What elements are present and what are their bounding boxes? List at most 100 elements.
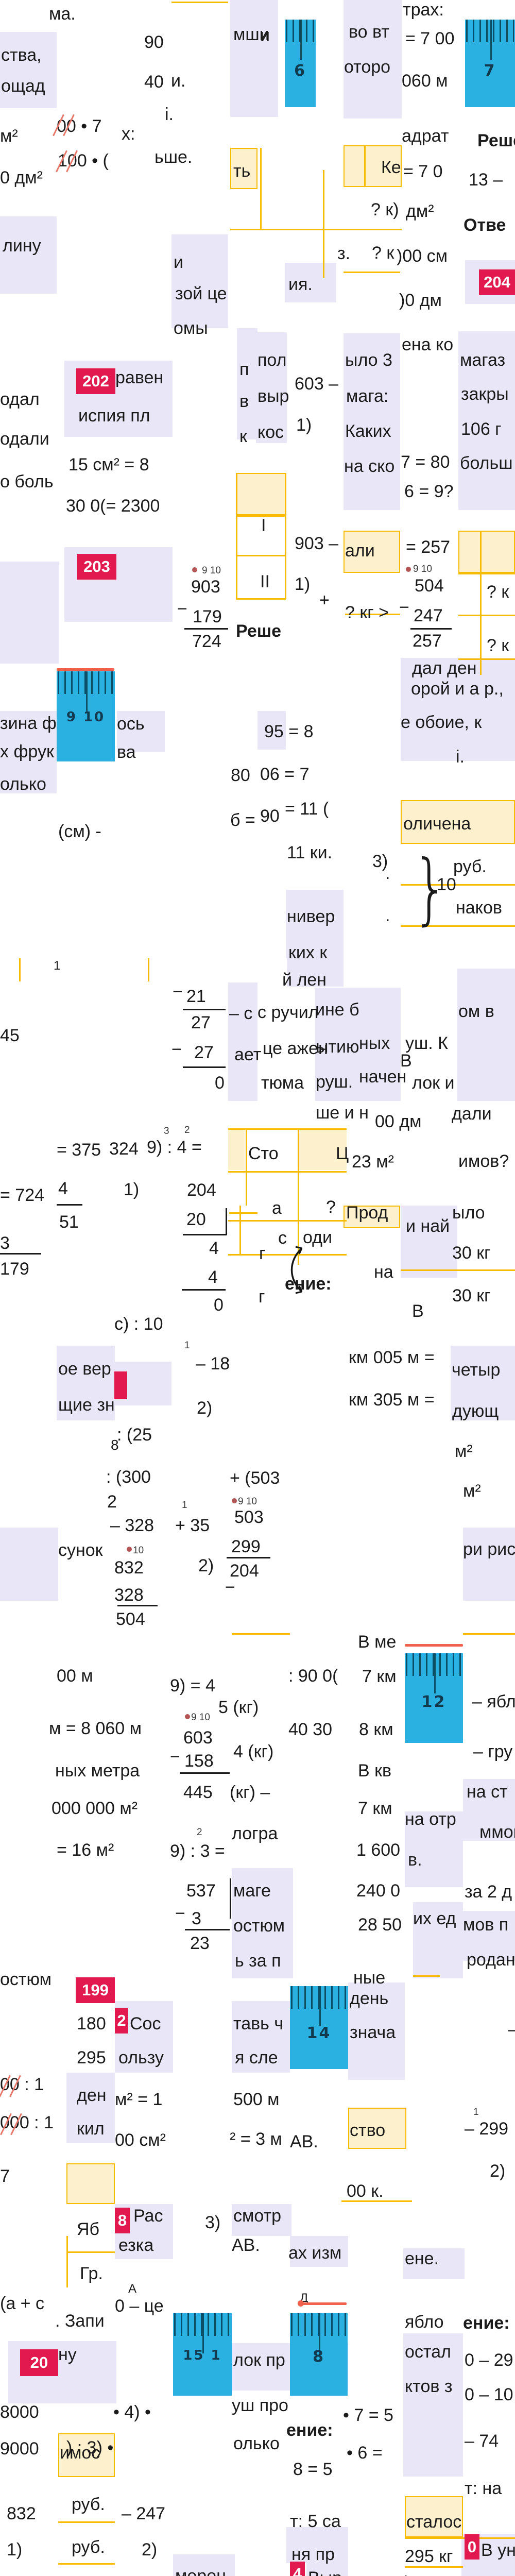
text-fragment: 8 км	[359, 1720, 393, 1739]
yellow-cell	[348, 2108, 406, 2149]
text-fragment: )00 см	[397, 246, 448, 266]
yellow-line	[405, 2537, 515, 2539]
yellow-line	[58, 2563, 115, 2565]
text-fragment: 903	[191, 577, 220, 597]
text-fragment: знача	[350, 2023, 396, 2042]
text-fragment: ? к)	[371, 200, 399, 219]
text-fragment: закры	[461, 384, 509, 404]
text-fragment: 1)	[296, 415, 312, 435]
text-fragment: ена ко	[402, 335, 454, 354]
text-fragment: 27	[191, 1013, 211, 1032]
text-fragment: орой и а р.,	[411, 679, 504, 699]
highlight-box	[413, 1902, 463, 1978]
text-fragment: 060 м	[402, 71, 448, 91]
yellow-cell	[66, 2163, 115, 2204]
highlight-box	[403, 2333, 463, 2477]
task-number-badge	[114, 1371, 127, 1399]
ruler-icon: 9 10	[57, 671, 115, 761]
text-fragment: ну	[58, 2345, 77, 2364]
text-fragment: 9000	[0, 2439, 39, 2459]
highlight-box	[230, 0, 258, 117]
text-fragment: ыло 3	[345, 350, 392, 370]
text-fragment: одали	[0, 429, 49, 449]
bracket-line	[226, 1208, 227, 1235]
yellow-line	[413, 1975, 440, 1977]
carry-text: 2	[184, 1125, 190, 1136]
highlight-box	[344, 333, 400, 464]
text-fragment: Ке	[381, 158, 401, 177]
text-fragment: день	[350, 1989, 389, 2008]
text-fragment: 7 км	[362, 1667, 397, 1686]
text-fragment: 7 км	[358, 1799, 392, 1818]
yellow-line	[58, 2521, 115, 2523]
ruler-number: 6	[294, 61, 306, 80]
text-fragment: с	[278, 1228, 287, 1248]
text-fragment: имос	[60, 2443, 100, 2463]
highlight-box	[463, 1911, 515, 1961]
text-fragment: 90	[144, 32, 164, 52]
carry-text: 9 10	[191, 1712, 210, 1723]
yellow-line	[298, 1128, 299, 1265]
text-fragment: ение:	[463, 2313, 510, 2333]
highlight-box	[401, 1206, 457, 1278]
red-marker-line	[405, 1644, 463, 1647]
text-fragment: я сле	[235, 2048, 278, 2067]
text-fragment: (а + с	[0, 2294, 44, 2313]
yellow-line	[148, 958, 149, 981]
text-fragment: 51	[59, 1212, 79, 1232]
text-fragment: о боль	[0, 472, 54, 492]
yellow-line	[401, 884, 515, 886]
text-fragment: остал	[405, 2342, 451, 2362]
text-fragment: родан	[467, 1950, 515, 1970]
text-fragment: ть	[233, 161, 251, 181]
text-fragment: 27	[194, 1043, 214, 1062]
text-fragment: – 328	[110, 1516, 154, 1535]
text-fragment: выр	[258, 386, 289, 406]
text-fragment: дм²	[406, 201, 434, 221]
text-fragment: м = 8 060 м	[49, 1719, 142, 1738]
text-fragment: а	[272, 1198, 282, 1218]
yellow-line	[458, 658, 515, 660]
task-number-badge: 202	[76, 368, 115, 394]
carry-text: 1	[182, 1500, 187, 1511]
text-fragment: ощад	[1, 76, 45, 96]
text-fragment: уш. К	[405, 1033, 448, 1053]
carry-text: 10	[133, 1545, 144, 1556]
text-fragment: А	[128, 2282, 137, 2296]
ruler-icon: 14	[290, 1986, 348, 2069]
text-fragment: 8 = 5	[293, 2460, 333, 2479]
text-fragment: ные	[353, 1968, 386, 1988]
underline	[183, 1066, 226, 1068]
text-fragment: 30 кг	[452, 1243, 491, 1263]
text-fragment: ство	[350, 2121, 386, 2140]
highlight-box	[258, 0, 278, 117]
text-fragment: руб.	[72, 2495, 105, 2514]
text-fragment: −	[170, 1747, 180, 1767]
text-fragment: х фрук	[0, 742, 54, 761]
text-fragment: 23 м²	[352, 1152, 394, 1172]
text-fragment: 8000	[0, 2402, 39, 2422]
text-fragment: с ручил	[258, 1003, 319, 1022]
text-fragment: −	[173, 982, 183, 1002]
text-fragment: о оди	[235, 2572, 279, 2576]
text-fragment: 295	[77, 2048, 106, 2067]
highlight-box	[287, 958, 344, 987]
text-fragment: 247	[414, 606, 443, 625]
yellow-line	[171, 2, 228, 3]
text-fragment: испия пл	[78, 406, 150, 426]
text-fragment: – 74	[465, 2431, 499, 2451]
text-fragment: 5 (кг)	[218, 1698, 259, 1717]
text-fragment: км 305 м =	[349, 1390, 435, 1410]
text-fragment: остюм	[0, 1970, 52, 1989]
yellow-line	[458, 615, 515, 616]
yellow-line	[463, 1633, 515, 1635]
text-fragment: – ябл	[472, 1692, 515, 1711]
text-fragment: 00 к.	[347, 2181, 384, 2201]
brace-icon: }	[412, 844, 449, 934]
text-fragment: 06 = 7	[260, 765, 310, 784]
ruler-icon: 8	[290, 2313, 348, 2396]
text-fragment: 0 – 10	[465, 2385, 513, 2404]
yellow-line	[228, 1254, 347, 1256]
highlight-box	[0, 711, 57, 793]
text-fragment: ных	[359, 1033, 390, 1053]
